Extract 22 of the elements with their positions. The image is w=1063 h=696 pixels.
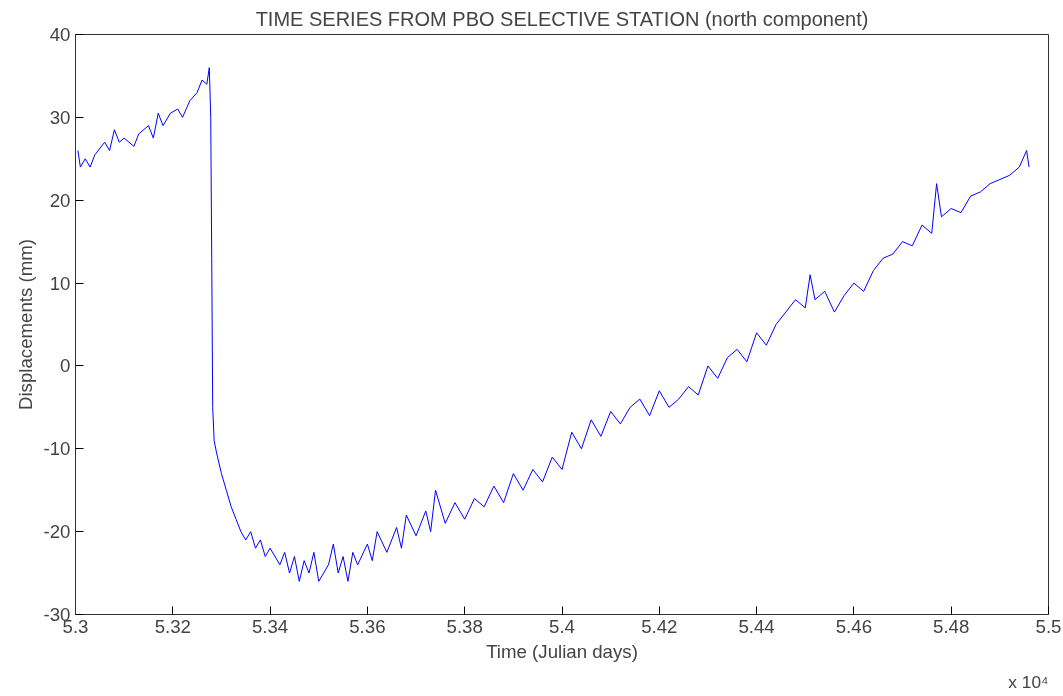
x-tick-label: 5.46 xyxy=(835,615,873,637)
y-tick-label: 10 xyxy=(49,272,71,294)
y-tick-label: 0 xyxy=(60,355,71,377)
x-tick-label: 5.5 xyxy=(1035,615,1062,637)
y-tick-label: 40 xyxy=(49,24,71,45)
chart-title: TIME SERIES FROM PBO SELECTIVE STATION (north component) xyxy=(255,7,869,30)
x-axis-title: Time (Julian days) xyxy=(486,640,638,662)
x-tick-label: 5.44 xyxy=(738,615,775,637)
text: x 10⁴ xyxy=(1008,671,1049,692)
x-tick-label: 5.36 xyxy=(349,615,386,637)
x-tick-label: 5.48 xyxy=(933,615,970,637)
x-tick-label: 5.32 xyxy=(154,615,191,637)
x-tick-label: 5.38 xyxy=(446,615,483,637)
x-tick-label: 5.34 xyxy=(251,615,289,637)
x-tick-label: 5.42 xyxy=(641,615,678,637)
y-tick-label: -10 xyxy=(43,438,71,460)
y-axis-title: Displacements (mm) xyxy=(14,238,36,411)
x-tick-label: 5.4 xyxy=(549,615,575,637)
y-tick-label: 20 xyxy=(49,189,71,211)
y-tick-label: 30 xyxy=(49,106,71,128)
y-tick-label: -20 xyxy=(43,521,71,543)
line-series xyxy=(77,67,1030,582)
